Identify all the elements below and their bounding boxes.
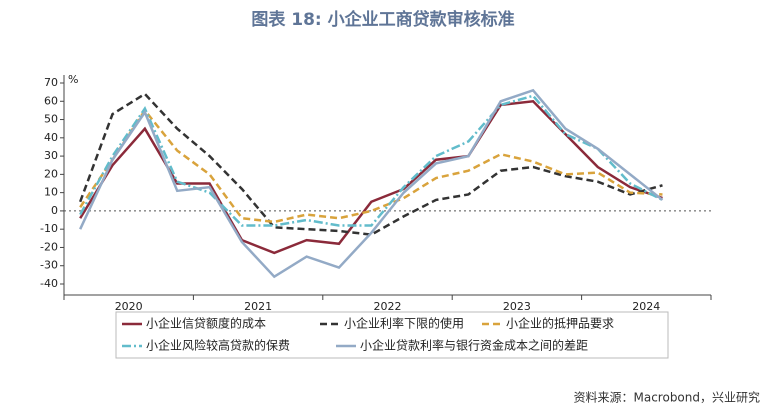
y-tick-label: -30 (40, 259, 58, 272)
legend-label: 小企业的抵押品要求 (506, 316, 614, 331)
legend-label: 小企业利率下限的使用 (344, 316, 464, 331)
x-tick-label: 2023 (503, 300, 531, 313)
legend-label: 小企业贷款利率与银行资金成本之间的差距 (360, 338, 588, 353)
y-tick-label: 60 (44, 94, 58, 107)
x-tick-label: 2022 (374, 300, 402, 313)
y-tick-label: 20 (44, 167, 58, 180)
legend-label: 小企业信贷额度的成本 (146, 316, 266, 331)
y-tick-label: 10 (44, 186, 58, 199)
chart-title: 图表 18: 小企业工商贷款审核标准 (251, 9, 514, 30)
y-tick-label: 0 (51, 204, 58, 217)
y-tick-label: -20 (40, 240, 58, 253)
series-line (79, 92, 663, 236)
y-tick-label: 30 (44, 149, 58, 162)
series-line (79, 94, 664, 227)
source: 资料来源：Macrobond，兴业研究 (574, 390, 761, 405)
series-line (79, 99, 663, 255)
y-unit: % (68, 73, 78, 86)
y-tick-label: -40 (40, 277, 58, 290)
x-tick-label: 2024 (632, 300, 660, 313)
legend-label: 小企业风险较高贷款的保费 (146, 338, 290, 353)
series-line (79, 108, 663, 224)
series-line (79, 88, 664, 279)
y-tick-label: 50 (44, 113, 58, 126)
y-tick-label: 40 (44, 131, 58, 144)
x-tick-label: 2020 (115, 300, 143, 313)
y-tick-label: -10 (40, 222, 58, 235)
x-tick-label: 2021 (244, 300, 272, 313)
y-tick-label: 70 (44, 76, 58, 89)
legend-box (115, 311, 669, 359)
